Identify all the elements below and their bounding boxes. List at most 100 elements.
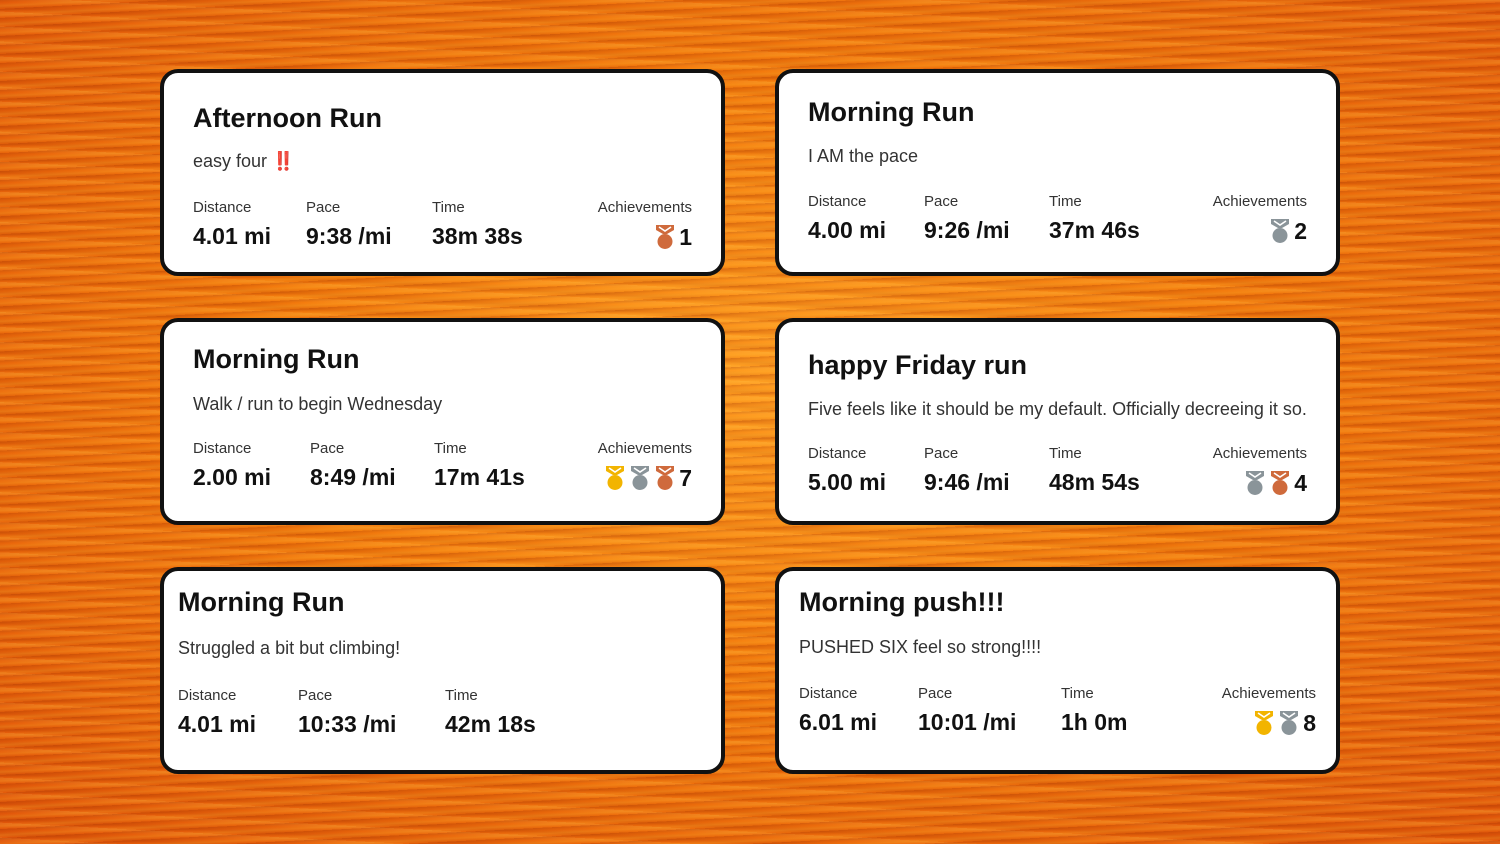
distance-label: Distance: [178, 687, 237, 704]
activity-card[interactable]: Morning Run Walk / run to begin Wednesda…: [160, 318, 725, 525]
achievements-stat[interactable]: Achievements 2: [1213, 193, 1307, 245]
distance-stat: Distance 6.01 mi: [799, 685, 877, 736]
activity-card[interactable]: Afternoon Run easy four ‼️ Distance 4.01…: [160, 69, 725, 276]
double-exclamation-emoji: ‼️: [272, 151, 294, 171]
activity-description-row: easy four ‼️: [193, 151, 295, 172]
pace-value: 10:33 /mi: [298, 711, 397, 737]
activity-description: easy four: [193, 151, 268, 171]
pace-stat: Pace 9:26 /mi: [924, 193, 1010, 244]
time-value: 38m 38s: [432, 223, 523, 249]
bronze-medal-icon: [654, 224, 676, 250]
pace-value: 9:46 /mi: [924, 469, 1010, 495]
distance-value: 2.00 mi: [193, 464, 271, 490]
activity-description: I AM the pace: [808, 146, 919, 166]
gold-medal-icon: [1253, 710, 1275, 736]
achievements-row: 7: [598, 464, 692, 492]
silver-medal-icon: [1269, 218, 1291, 244]
time-stat: Time 48m 54s: [1049, 445, 1140, 496]
pace-stat: Pace 10:33 /mi: [298, 687, 396, 738]
time-value: 17m 41s: [434, 464, 525, 490]
time-value: 42m 18s: [445, 711, 536, 737]
achievements-stat[interactable]: Achievements 8: [1222, 685, 1316, 737]
time-value: 48m 54s: [1049, 469, 1140, 495]
pace-label: Pace: [924, 445, 959, 462]
time-stat: Time 1h 0m: [1061, 685, 1127, 736]
activity-card[interactable]: happy Friday run Five feels like it shou…: [775, 318, 1340, 525]
time-stat: Time 38m 38s: [432, 199, 523, 250]
distance-value: 6.01 mi: [799, 709, 877, 735]
distance-label: Distance: [799, 685, 858, 702]
achievements-label: Achievements: [597, 440, 692, 457]
pace-value: 9:38 /mi: [306, 223, 392, 249]
achievements-stat[interactable]: Achievements 4: [1213, 445, 1307, 497]
pace-value: 10:01 /mi: [918, 709, 1017, 735]
gold-medal-icon: [604, 465, 626, 491]
achievements-label: Achievements: [1221, 685, 1316, 702]
distance-stat: Distance 4.00 mi: [808, 193, 886, 244]
time-label: Time: [1061, 685, 1094, 702]
achievements-label: Achievements: [1212, 193, 1307, 210]
distance-stat: Distance 4.01 mi: [178, 687, 256, 738]
distance-stat: Distance 4.01 mi: [193, 199, 271, 250]
achievements-stat[interactable]: Achievements 1: [598, 199, 692, 251]
pace-label: Pace: [310, 440, 345, 457]
time-label: Time: [445, 687, 478, 704]
achievements-count: 1: [679, 223, 692, 250]
pace-label: Pace: [306, 199, 341, 216]
activity-title[interactable]: Morning push!!!: [799, 587, 1005, 617]
distance-stat: Distance 2.00 mi: [193, 440, 271, 491]
distance-label: Distance: [193, 199, 252, 216]
achievements-row: 8: [1222, 709, 1316, 737]
activity-title[interactable]: happy Friday run: [808, 350, 1028, 380]
achievements-label: Achievements: [597, 199, 692, 216]
achievements-count: 8: [1303, 709, 1316, 736]
achievements-row: 4: [1213, 469, 1307, 497]
distance-value: 4.01 mi: [193, 223, 271, 249]
time-value: 37m 46s: [1049, 217, 1140, 243]
activity-title[interactable]: Afternoon Run: [193, 103, 382, 133]
pace-stat: Pace 8:49 /mi: [310, 440, 396, 491]
achievements-stat[interactable]: Achievements 7: [598, 440, 692, 492]
distance-value: 4.00 mi: [808, 217, 886, 243]
achievements-row: 2: [1213, 217, 1307, 245]
activity-description: Walk / run to begin Wednesday: [193, 394, 443, 414]
pace-stat: Pace 9:38 /mi: [306, 199, 392, 250]
pace-label: Pace: [918, 685, 953, 702]
activity-description: PUSHED SIX feel so strong!!!!: [799, 637, 1042, 657]
time-value: 1h 0m: [1061, 709, 1128, 735]
activity-description: Struggled a bit but climbing!: [178, 638, 401, 658]
pace-stat: Pace 10:01 /mi: [918, 685, 1016, 736]
activity-description: Five feels like it should be my default.…: [808, 399, 1307, 419]
pace-stat: Pace 9:46 /mi: [924, 445, 1010, 496]
achievements-count: 7: [679, 464, 692, 491]
time-label: Time: [434, 440, 467, 457]
distance-stat: Distance 5.00 mi: [808, 445, 886, 496]
achievements-label: Achievements: [1212, 445, 1307, 462]
activity-title[interactable]: Morning Run: [193, 344, 360, 374]
time-label: Time: [432, 199, 465, 216]
time-stat: Time 37m 46s: [1049, 193, 1140, 244]
activity-card[interactable]: Morning Run Struggled a bit but climbing…: [160, 567, 725, 774]
activity-card[interactable]: Morning Run I AM the pace Distance 4.00 …: [775, 69, 1340, 276]
distance-value: 4.01 mi: [178, 711, 256, 737]
distance-label: Distance: [808, 193, 867, 210]
activity-title[interactable]: Morning Run: [808, 97, 975, 127]
pace-label: Pace: [298, 687, 333, 704]
distance-value: 5.00 mi: [808, 469, 886, 495]
activity-title[interactable]: Morning Run: [178, 587, 345, 617]
time-stat: Time 42m 18s: [445, 687, 536, 738]
silver-medal-icon: [1244, 470, 1266, 496]
pace-value: 8:49 /mi: [310, 464, 396, 490]
silver-medal-icon: [629, 465, 651, 491]
distance-label: Distance: [193, 440, 252, 457]
pace-value: 9:26 /mi: [924, 217, 1010, 243]
time-label: Time: [1049, 445, 1082, 462]
pace-label: Pace: [924, 193, 959, 210]
distance-label: Distance: [808, 445, 867, 462]
activity-card[interactable]: Morning push!!! PUSHED SIX feel so stron…: [775, 567, 1340, 774]
bronze-medal-icon: [654, 465, 676, 491]
achievements-count: 4: [1294, 469, 1307, 496]
silver-medal-icon: [1278, 710, 1300, 736]
time-stat: Time 17m 41s: [434, 440, 525, 491]
bronze-medal-icon: [1269, 470, 1291, 496]
